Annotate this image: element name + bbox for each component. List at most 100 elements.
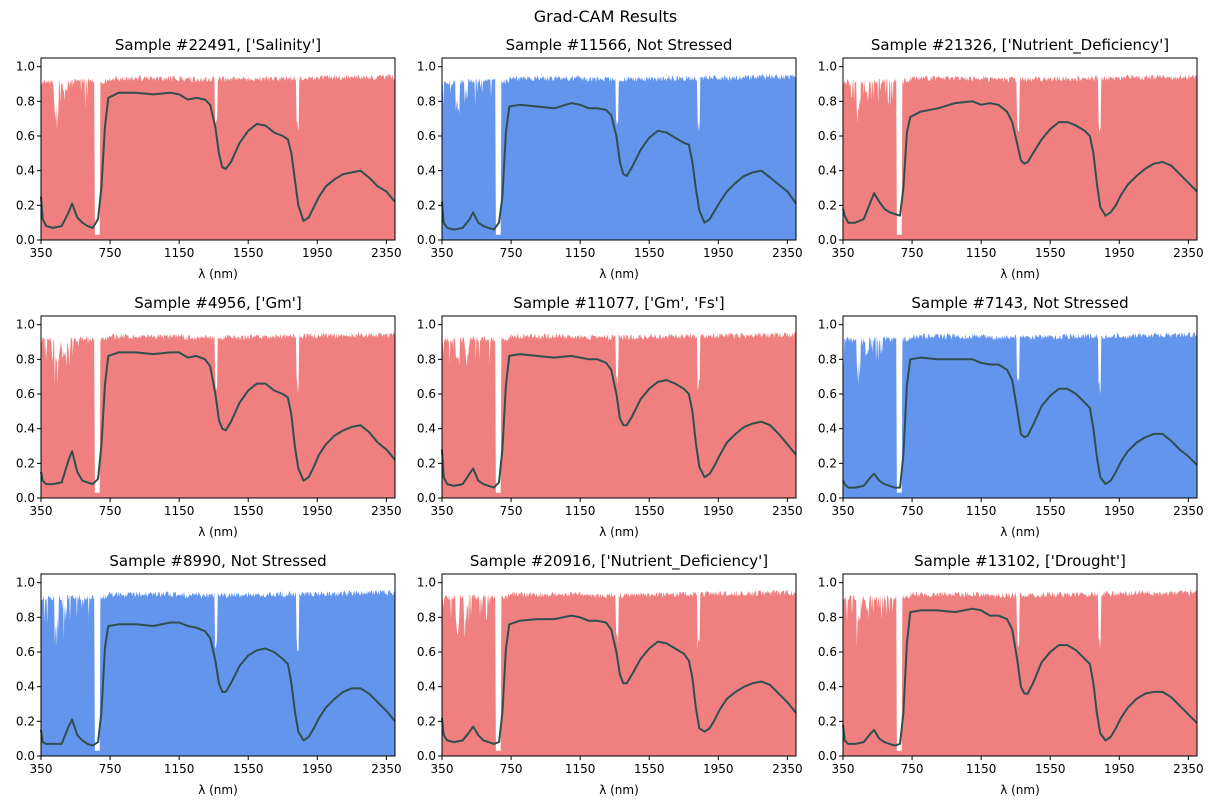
subplot-6: 350 750 1150 1550 1950 2350 0.0 0.2 0.4 0.6 0.8 1.0… xyxy=(818,294,1204,539)
x-tick-label: 750 xyxy=(500,762,523,776)
y-tick-label: 1.0 xyxy=(16,60,35,74)
spectrum-line xyxy=(842,100,1198,224)
x-axis-label: λ (nm) xyxy=(599,267,639,281)
y-tick-label: 0.8 xyxy=(417,610,436,624)
y-tick-label: 0.2 xyxy=(417,198,436,212)
x-tick-label: 1950 xyxy=(1104,246,1135,260)
x-tick-label: 1550 xyxy=(233,246,264,260)
x-tick-label: 750 xyxy=(99,504,122,518)
x-tick-label: 1950 xyxy=(1104,762,1135,776)
x-tick-label: 350 xyxy=(832,246,855,260)
y-tick-label: 0.4 xyxy=(818,680,837,694)
y-tick-label: 0.0 xyxy=(417,491,436,505)
y-tick-label: 0.0 xyxy=(818,233,837,247)
x-axis-label: λ (nm) xyxy=(198,525,238,539)
x-tick-label: 1550 xyxy=(1035,504,1066,518)
y-tick-label: 0.2 xyxy=(818,198,837,212)
subplot-title: Sample #20916, ['Nutrient_Deficiency'] xyxy=(470,552,768,571)
x-tick-label: 750 xyxy=(99,246,122,260)
subplot-title: Sample #7143, Not Stressed xyxy=(911,294,1128,312)
y-tick-label: 0.4 xyxy=(417,164,436,178)
x-tick-label: 2350 xyxy=(371,246,402,260)
attention-area xyxy=(41,74,395,240)
axes-frame xyxy=(842,57,1198,241)
spectrum-line xyxy=(40,91,396,229)
x-tick-label: 350 xyxy=(30,504,53,518)
x-tick-label: 1550 xyxy=(634,504,665,518)
x-tick-label: 1550 xyxy=(233,762,264,776)
y-tick-label: 1.0 xyxy=(417,318,436,332)
y-tick-label: 0.0 xyxy=(16,749,35,763)
x-tick-label: 2350 xyxy=(371,504,402,518)
x-tick-label: 1950 xyxy=(302,504,333,518)
x-tick-label: 350 xyxy=(431,504,454,518)
x-tick-label: 350 xyxy=(431,246,454,260)
axes-frame xyxy=(40,57,396,241)
figure-title: Grad-CAM Results xyxy=(533,7,678,26)
x-axis-label: λ (nm) xyxy=(1000,267,1040,281)
subplot-title: Sample #11077, ['Gm', 'Fs'] xyxy=(513,294,724,312)
y-tick-label: 0.8 xyxy=(16,610,35,624)
x-tick-label: 2350 xyxy=(1173,504,1204,518)
subplot-title: Sample #21326, ['Nutrient_Deficiency'] xyxy=(871,36,1169,55)
y-tick-label: 0.4 xyxy=(16,164,35,178)
x-tick-label: 750 xyxy=(500,246,523,260)
y-tick-label: 0.4 xyxy=(417,680,436,694)
subplot-title: Sample #13102, ['Drought'] xyxy=(914,552,1126,570)
spectrum-line xyxy=(842,356,1198,489)
subplot-title: Sample #8990, Not Stressed xyxy=(109,552,326,570)
y-tick-label: 0.6 xyxy=(818,387,837,401)
axes-frame xyxy=(40,315,396,499)
x-axis-label: λ (nm) xyxy=(1000,525,1040,539)
spectrum-line xyxy=(40,351,396,486)
axes-frame xyxy=(842,315,1198,499)
x-tick-label: 1950 xyxy=(1104,504,1135,518)
y-tick-label: 0.6 xyxy=(16,645,35,659)
x-tick-label: 750 xyxy=(500,504,523,518)
x-axis-label: λ (nm) xyxy=(1000,783,1040,797)
y-tick-label: 0.6 xyxy=(16,129,35,143)
spectrum-line xyxy=(40,621,396,747)
subplot-8: 350 750 1150 1550 1950 2350 0.0 0.2 0.4 0.6 0.8 1.0… xyxy=(417,552,803,797)
x-axis-label: λ (nm) xyxy=(599,783,639,797)
y-tick-label: 0.0 xyxy=(16,233,35,247)
axes-frame xyxy=(441,573,797,757)
y-tick-label: 0.8 xyxy=(16,352,35,366)
spectrum-line xyxy=(842,607,1198,747)
x-tick-label: 350 xyxy=(832,504,855,518)
x-tick-label: 750 xyxy=(99,762,122,776)
y-tick-label: 0.8 xyxy=(818,610,837,624)
x-tick-label: 1150 xyxy=(565,762,596,776)
x-axis-label: λ (nm) xyxy=(198,267,238,281)
x-axis-label: λ (nm) xyxy=(198,783,238,797)
y-tick-label: 0.4 xyxy=(417,422,436,436)
subplot-title: Sample #22491, ['Salinity'] xyxy=(115,36,321,54)
axes-frame xyxy=(441,57,797,241)
x-tick-label: 2350 xyxy=(772,504,803,518)
x-tick-label: 1550 xyxy=(233,504,264,518)
x-tick-label: 1150 xyxy=(164,246,195,260)
x-tick-label: 2350 xyxy=(371,762,402,776)
y-tick-label: 0.4 xyxy=(818,164,837,178)
y-tick-label: 0.0 xyxy=(417,233,436,247)
axes-frame xyxy=(842,573,1198,757)
y-tick-label: 0.6 xyxy=(417,645,436,659)
y-tick-label: 0.8 xyxy=(417,352,436,366)
subplot-1: 350 750 1150 1550 1950 2350 0.0 0.2 0.4 0.6 0.8 1.0… xyxy=(16,36,402,281)
x-tick-label: 2350 xyxy=(772,246,803,260)
y-tick-label: 0.2 xyxy=(818,456,837,470)
y-tick-label: 0.6 xyxy=(16,387,35,401)
x-tick-label: 1950 xyxy=(703,246,734,260)
y-tick-label: 0.0 xyxy=(818,749,837,763)
x-tick-label: 750 xyxy=(901,762,924,776)
x-tick-label: 1150 xyxy=(966,762,997,776)
y-tick-label: 0.8 xyxy=(16,94,35,108)
spectrum-line xyxy=(441,353,797,489)
subplot-4: 350 750 1150 1550 1950 2350 0.0 0.2 0.4 0.6 0.8 1.0… xyxy=(16,294,402,539)
subplot-5: 350 750 1150 1550 1950 2350 0.0 0.2 0.4 0.6 0.8 1.0… xyxy=(417,294,803,539)
x-tick-label: 750 xyxy=(901,504,924,518)
y-tick-label: 0.0 xyxy=(818,491,837,505)
y-tick-label: 0.6 xyxy=(417,129,436,143)
x-tick-label: 1550 xyxy=(634,762,665,776)
x-tick-label: 750 xyxy=(901,246,924,260)
